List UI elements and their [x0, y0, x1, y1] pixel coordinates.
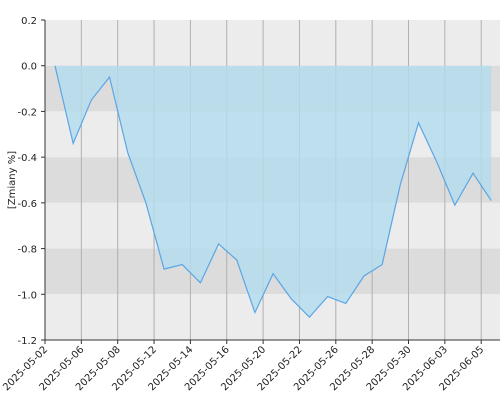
y-tick-label: -1.0 — [17, 290, 37, 301]
y-axis-label: [Zmiany %] — [7, 151, 18, 209]
background-band — [45, 294, 500, 340]
y-tick-label: -1.2 — [17, 336, 37, 347]
y-tick-label: 0.0 — [21, 62, 37, 73]
y-tick-label: -0.8 — [17, 245, 37, 256]
y-tick-label: 0.2 — [21, 16, 37, 27]
line — [54, 65, 492, 319]
area — [54, 65, 492, 318]
background-band — [45, 20, 500, 66]
y-tick-label: -0.6 — [17, 199, 37, 210]
y-tick-label: -0.4 — [17, 153, 37, 164]
y-tick-label: -0.2 — [17, 107, 37, 118]
